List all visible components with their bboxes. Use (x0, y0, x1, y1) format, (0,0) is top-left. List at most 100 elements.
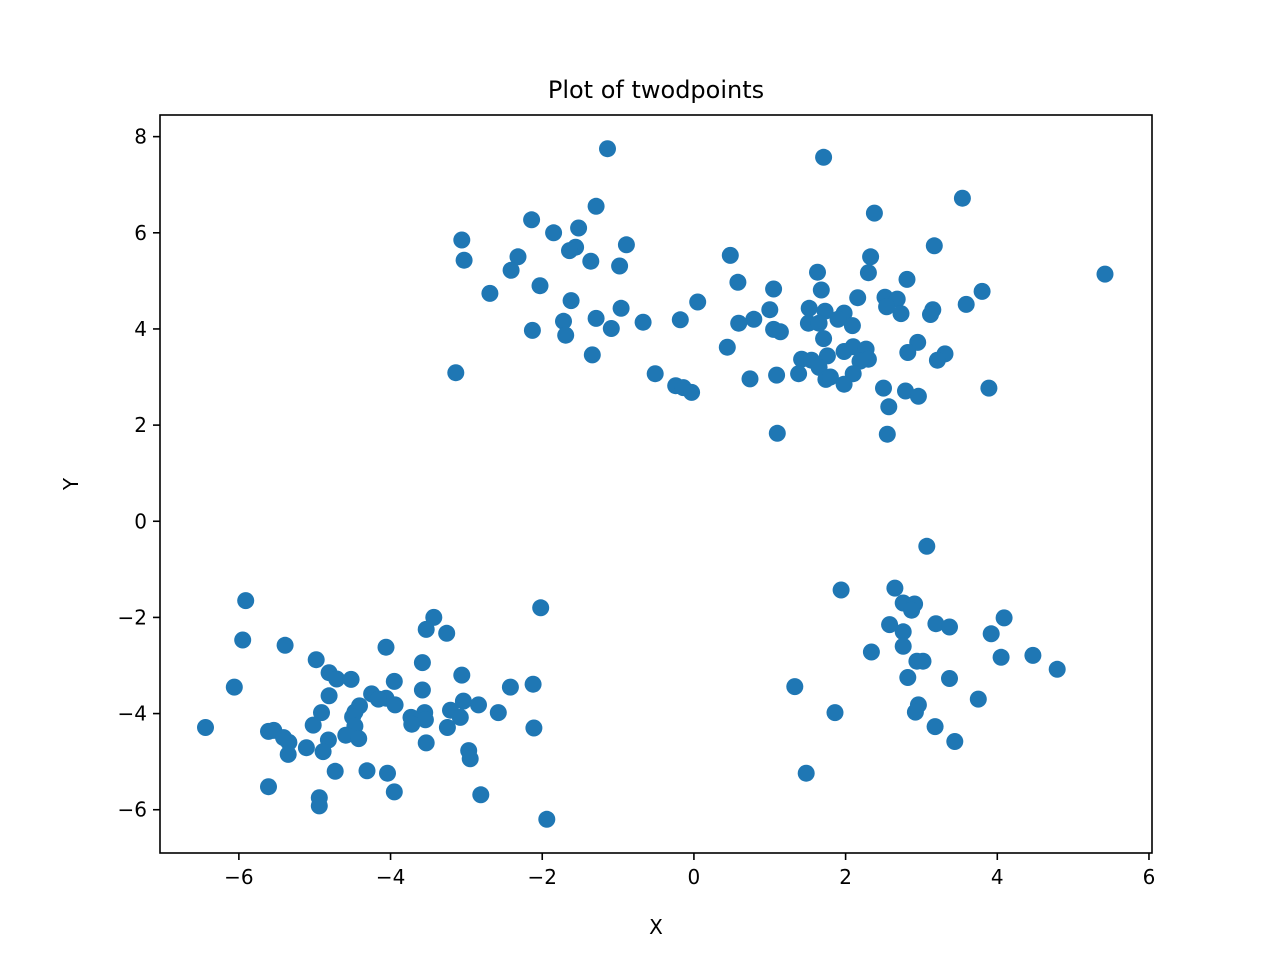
x-tick-label: −4 (376, 865, 405, 889)
data-point (683, 383, 701, 401)
data-point (524, 675, 542, 693)
data-point (786, 678, 804, 696)
data-point (875, 379, 892, 397)
data-point (918, 537, 936, 555)
x-tick-label: −2 (527, 865, 556, 889)
data-point (880, 398, 898, 416)
y-axis: −6 −4 −2 0 2 4 6 8 (118, 125, 160, 822)
data-point (835, 375, 853, 393)
data-point (899, 669, 917, 686)
data-point (555, 312, 572, 330)
data-point (538, 810, 556, 828)
data-point (927, 615, 945, 633)
data-point (729, 273, 747, 291)
data-point (810, 314, 828, 332)
data-point (973, 282, 991, 300)
data-point (583, 346, 601, 364)
data-point (438, 719, 456, 736)
data-point (771, 323, 789, 341)
data-point (865, 204, 883, 222)
data-point (953, 189, 971, 207)
data-point (906, 703, 924, 721)
x-tick-label: 0 (688, 865, 701, 889)
data-point (765, 280, 783, 298)
data-point (730, 314, 748, 332)
data-point (843, 317, 861, 335)
data-point (417, 620, 435, 638)
data-point (969, 690, 987, 708)
data-point (531, 277, 549, 295)
data-point (1048, 660, 1066, 678)
data-point (903, 601, 921, 619)
data-point (297, 739, 315, 757)
data-point (417, 734, 435, 752)
data-point (646, 365, 664, 383)
data-point (881, 616, 899, 634)
data-point (878, 425, 896, 443)
data-point (337, 726, 355, 744)
y-tick-label: −6 (118, 798, 147, 822)
data-point (898, 270, 916, 288)
data-point (438, 624, 456, 642)
data-point (957, 295, 975, 313)
data-point (358, 762, 376, 780)
data-point (928, 351, 946, 369)
x-axis-label: X (649, 915, 663, 939)
data-point (980, 379, 998, 397)
data-point (470, 696, 487, 714)
x-tick-label: 6 (1143, 865, 1156, 889)
data-point (634, 313, 652, 331)
y-axis-label: Y (59, 477, 83, 491)
data-point (313, 704, 330, 722)
y-tick-label: −4 (118, 702, 147, 726)
data-point (454, 692, 472, 710)
data-point (489, 704, 507, 722)
data-point (260, 778, 277, 796)
data-point (276, 636, 294, 654)
y-tick-label: 8 (134, 125, 147, 149)
data-point (821, 368, 839, 386)
data-point (982, 625, 1000, 643)
data-point (941, 670, 958, 687)
data-point (532, 599, 550, 617)
data-point (525, 719, 543, 737)
data-point (472, 786, 490, 804)
data-point (587, 197, 605, 215)
data-point (941, 618, 958, 636)
data-point (416, 711, 434, 729)
data-point (461, 750, 479, 768)
data-point (587, 309, 605, 327)
data-point (599, 140, 616, 158)
data-point (385, 783, 403, 801)
data-point (481, 284, 499, 302)
data-point (611, 257, 629, 275)
data-point (225, 678, 243, 696)
data-point (413, 681, 431, 699)
data-point (809, 263, 826, 281)
data-point (832, 581, 850, 599)
data-point (328, 670, 346, 688)
data-point (509, 248, 527, 266)
data-point (310, 797, 328, 815)
data-point (197, 719, 214, 736)
data-point (892, 305, 910, 323)
data-point (878, 298, 896, 316)
data-point (453, 666, 471, 684)
data-point (718, 338, 736, 356)
data-point (502, 261, 520, 279)
data-point (992, 648, 1010, 666)
data-point (304, 716, 322, 734)
data-point (385, 672, 403, 690)
data-point (851, 352, 869, 370)
data-point (995, 609, 1013, 627)
x-tick-label: 2 (839, 865, 852, 889)
data-point (926, 718, 944, 736)
data-point (279, 745, 297, 763)
data-point (790, 365, 808, 383)
data-point (379, 764, 396, 782)
data-point (350, 730, 368, 748)
data-point (326, 762, 344, 780)
data-point (800, 299, 818, 317)
data-point (280, 733, 298, 751)
